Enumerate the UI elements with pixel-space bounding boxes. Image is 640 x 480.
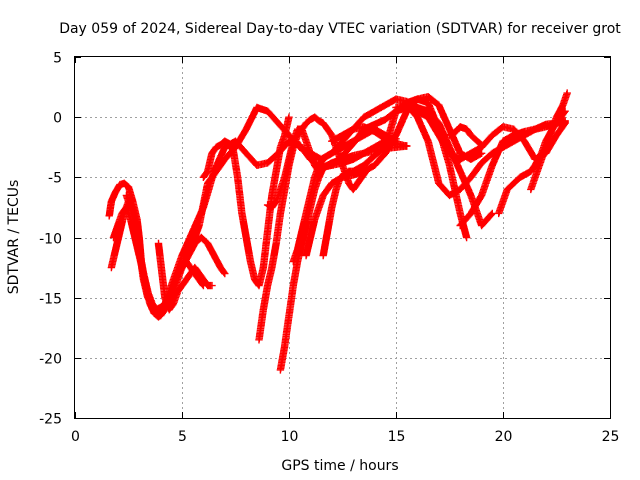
plot-frame	[74, 56, 611, 419]
data-point-markers	[199, 113, 293, 290]
series-14	[456, 118, 569, 230]
data-point-markers	[122, 191, 208, 316]
y-tick-label: -15	[39, 292, 62, 308]
series-4	[122, 191, 208, 316]
data-point-markers	[302, 93, 486, 260]
chart-title: Day 059 of 2024, Sidereal Day-to-day VTE…	[59, 21, 621, 37]
y-tick-label: -5	[48, 171, 62, 187]
series-18	[445, 123, 486, 149]
x-tick-label: 20	[495, 429, 513, 445]
x-tick-label: 10	[281, 429, 299, 445]
series-17	[328, 123, 411, 150]
data-point-markers	[456, 118, 569, 230]
tick-labels: 0 5 10 15 20 25 5 0 -5 -10 -15 -20 -25	[39, 51, 619, 446]
data-point-markers	[445, 123, 486, 149]
y-tick-label: -25	[39, 412, 62, 428]
grid	[75, 57, 610, 418]
series-5	[154, 239, 216, 314]
x-tick-label: 5	[178, 429, 187, 445]
y-tick-label: -10	[39, 232, 62, 248]
data-point-markers	[328, 123, 411, 150]
axis-ticks	[75, 57, 611, 419]
data-points	[105, 89, 571, 374]
y-tick-label: -20	[39, 352, 62, 368]
x-tick-label: 25	[602, 429, 620, 445]
x-tick-label: 15	[388, 429, 406, 445]
x-axis-label: GPS time / hours	[281, 458, 398, 474]
x-tick-label: 0	[71, 429, 80, 445]
y-axis-label: SDTVAR / TECUs	[6, 180, 22, 295]
y-tick-label: 0	[53, 111, 62, 127]
y-tick-label: 5	[53, 51, 62, 67]
data-point-markers	[527, 107, 569, 194]
series-6	[199, 113, 293, 290]
series-11	[302, 93, 486, 260]
series-16	[527, 107, 569, 194]
data-point-markers	[154, 239, 216, 314]
